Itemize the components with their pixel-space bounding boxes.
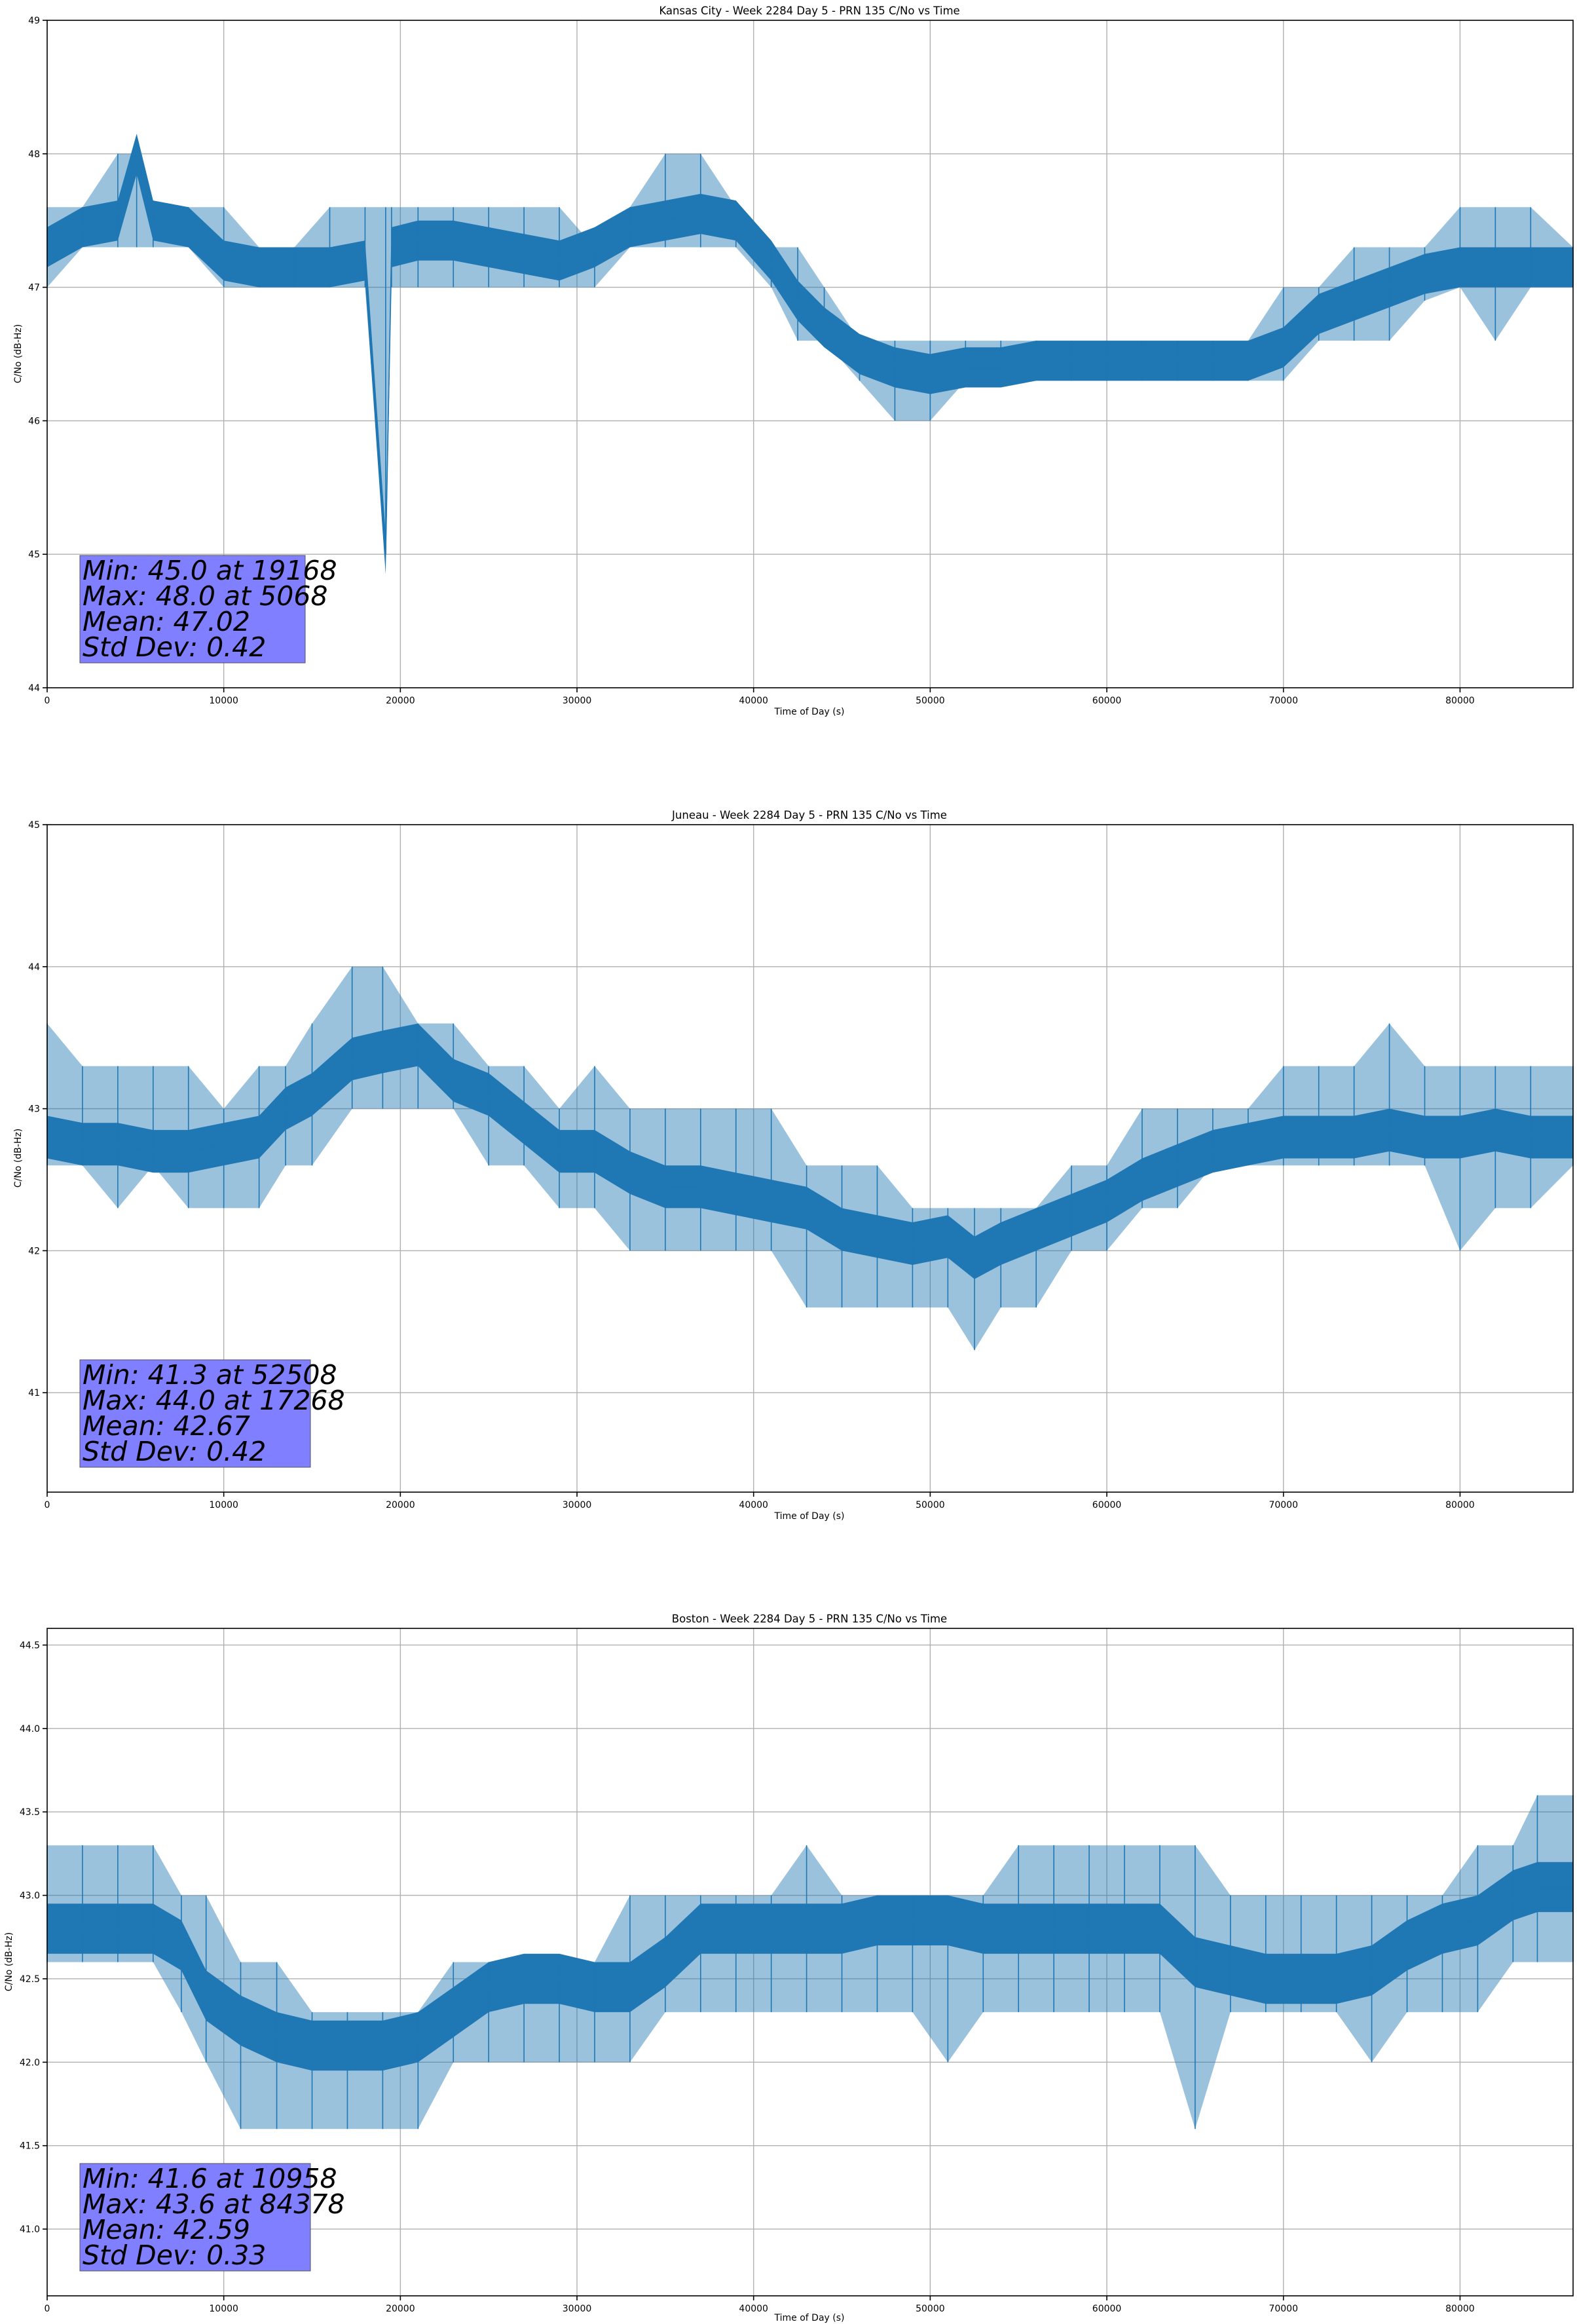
y-tick-label: 49: [28, 16, 40, 26]
series-line: [46, 1044, 1573, 1259]
y-tick-label: 44: [28, 683, 40, 694]
stats-box: Min: 41.6 at 10958 Max: 43.6 at 84378 Me…: [79, 2163, 345, 2272]
x-tick-label: 30000: [563, 2304, 592, 2314]
plot-frame: [46, 824, 1574, 1493]
y-tick-label: 43: [28, 1104, 40, 1115]
stats-box-background: [79, 1359, 311, 1468]
x-tick-label: 60000: [1092, 2304, 1122, 2314]
chart-title: Boston - Week 2284 Day 5 - PRN 135 C/No …: [672, 1613, 947, 1625]
chart-title: Kansas City - Week 2284 Day 5 - PRN 135 …: [659, 5, 959, 17]
x-tick-label: 20000: [386, 696, 415, 706]
x-tick-label: 20000: [386, 2304, 415, 2314]
x-tick-label: 0: [45, 1500, 50, 1510]
x-tick-label: 30000: [563, 1500, 592, 1510]
chart-panel-boston: Boston - Week 2284 Day 5 - PRN 135 C/No …: [4, 1613, 1574, 2323]
y-tick-label: 44.5: [20, 1640, 40, 1651]
stats-box-background: [79, 2163, 311, 2272]
x-axis-ticks: 0 10000 20000 30000 40000 50000 60000 70000 8000…: [45, 1492, 1475, 1510]
y-tick-label: 46: [28, 416, 40, 426]
plot-frame: [46, 20, 1574, 688]
y-tick-label: 42: [28, 1246, 40, 1256]
x-tick-label: 40000: [739, 696, 768, 706]
y-tick-label: 48: [28, 149, 40, 160]
x-tick-label: 30000: [563, 696, 592, 706]
y-axis-ticks: 44 45 46 47 48 49: [28, 16, 47, 694]
stats-mean: Mean: 47.02: [83, 606, 250, 637]
stats-min: Min: 41.3 at 52508: [83, 1359, 337, 1391]
series-line: [47, 1886, 1573, 2046]
y-tick-label: 44.0: [20, 1724, 40, 1734]
stats-max: Max: 43.6 at 84378: [83, 2188, 345, 2220]
stats-min: Min: 45.0 at 19168: [83, 555, 337, 586]
y-axis-ticks: 41 42 43 44 45: [28, 820, 47, 1398]
x-axis-label: Time of Day (s): [774, 1511, 845, 1522]
x-tick-label: 20000: [386, 1500, 415, 1510]
x-axis-label: Time of Day (s): [774, 707, 845, 717]
series-core: [47, 1862, 1573, 2071]
stats-max: Max: 48.0 at 5068: [83, 580, 328, 612]
x-tick-label: 10000: [209, 696, 238, 706]
stats-std-dev: Std Dev: 0.33: [83, 2240, 266, 2271]
y-axis-label: C/No (dB-Hz): [13, 324, 24, 383]
stats-min: Min: 41.6 at 10958: [83, 2163, 337, 2194]
series-envelope: [47, 153, 1573, 555]
x-tick-label: 50000: [916, 696, 945, 706]
stats-std-dev: Std Dev: 0.42: [83, 1436, 266, 1467]
y-tick-label: 45: [28, 820, 40, 831]
y-tick-label: 41.0: [20, 2224, 40, 2235]
stats-mean: Mean: 42.59: [83, 2214, 250, 2245]
y-tick-label: 41: [28, 1388, 40, 1398]
series-core: [47, 1023, 1573, 1279]
x-tick-label: 10000: [209, 2304, 238, 2314]
chart-title: Juneau - Week 2284 Day 5 - PRN 135 C/No …: [671, 809, 947, 821]
x-axis-ticks: 0 10000 20000 30000 40000 50000 60000 70000 8000…: [45, 2296, 1475, 2314]
series-cno: [46, 966, 1574, 1351]
series-core: [47, 134, 1573, 574]
x-tick-label: 70000: [1269, 2304, 1298, 2314]
x-tick-label: 80000: [1445, 696, 1475, 706]
y-tick-label: 42.0: [20, 2057, 40, 2068]
x-tick-label: 70000: [1269, 1500, 1298, 1510]
y-tick-label: 45: [28, 550, 40, 560]
y-tick-label: 44: [28, 962, 40, 973]
y-axis-label: C/No (dB-Hz): [4, 1932, 14, 1991]
y-tick-label: 43.0: [20, 1891, 40, 1902]
x-tick-label: 50000: [916, 1500, 945, 1510]
stats-mean: Mean: 42.67: [83, 1410, 250, 1442]
y-tick-label: 42.5: [20, 1974, 40, 1985]
y-tick-label: 43.5: [20, 1807, 40, 1818]
stats-max: Max: 44.0 at 17268: [83, 1385, 345, 1416]
plot-frame: [46, 1628, 1574, 2296]
x-tick-label: 40000: [739, 1500, 768, 1510]
y-axis-label: C/No (dB-Hz): [13, 1129, 24, 1188]
x-tick-label: 0: [45, 696, 50, 706]
stats-std-dev: Std Dev: 0.42: [83, 631, 266, 663]
x-axis-ticks: 0 10000 20000 30000 40000 50000 60000 70000 8000…: [45, 688, 1475, 706]
x-tick-label: 60000: [1092, 696, 1122, 706]
series-line: [46, 151, 1573, 555]
y-tick-label: 41.5: [20, 2141, 40, 2152]
x-tick-label: 60000: [1092, 1500, 1122, 1510]
chart-panel-kansas-city: Kansas City - Week 2284 Day 5 - PRN 135 …: [13, 5, 1574, 717]
x-tick-label: 0: [45, 2304, 50, 2314]
x-tick-label: 10000: [209, 1500, 238, 1510]
x-tick-label: 50000: [916, 2304, 945, 2314]
series-cno: [46, 1795, 1574, 2129]
y-tick-label: 47: [28, 283, 40, 293]
chart-panel-juneau: Juneau - Week 2284 Day 5 - PRN 135 C/No …: [13, 809, 1574, 1522]
grid-lines: [47, 825, 1573, 1492]
x-tick-label: 70000: [1269, 696, 1298, 706]
series-cno: [46, 134, 1574, 574]
y-axis-ticks: 41.0 41.5 42.0 42.5 43.0 43.5 44.0 44.5: [20, 1640, 47, 2235]
x-tick-label: 40000: [739, 2304, 768, 2314]
stats-box-background: [79, 555, 306, 664]
x-axis-label: Time of Day (s): [774, 2313, 845, 2323]
stats-box: Min: 41.3 at 52508 Max: 44.0 at 17268 Me…: [79, 1359, 345, 1468]
stats-box: Min: 45.0 at 19168 Max: 48.0 at 5068 Mea…: [79, 555, 337, 664]
x-tick-label: 80000: [1445, 2304, 1475, 2314]
x-tick-label: 80000: [1445, 1500, 1475, 1510]
